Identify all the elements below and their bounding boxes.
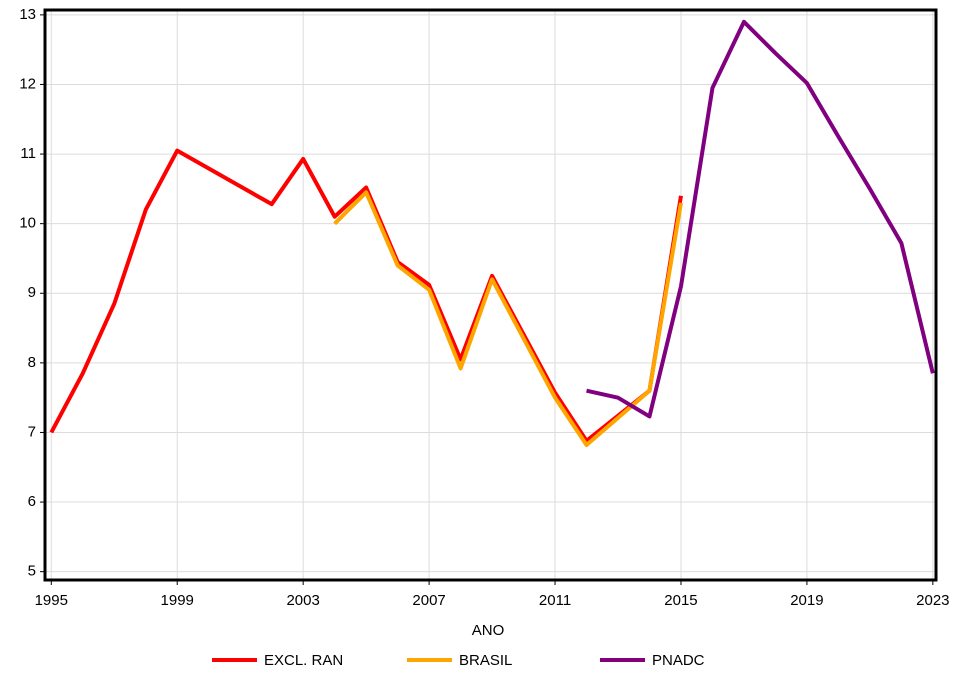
- x-tick-label: 2015: [664, 592, 697, 609]
- y-tick-label: 6: [28, 493, 36, 510]
- y-tick-label: 13: [19, 6, 36, 23]
- x-tick-label: 2003: [286, 592, 319, 609]
- series-line: [333, 190, 683, 447]
- y-tick-label: 9: [28, 284, 36, 301]
- legend-label: PNADC: [652, 652, 705, 669]
- legend-label: BRASIL: [459, 652, 512, 669]
- y-tick-label: 5: [28, 563, 36, 580]
- x-tick-label: 2019: [790, 592, 823, 609]
- legend-label: EXCL. RAN: [264, 652, 343, 669]
- x-tick-label: 1999: [161, 592, 194, 609]
- y-tick-label: 7: [28, 423, 36, 440]
- x-tick-label: 2023: [916, 592, 949, 609]
- y-tick-label: 11: [20, 145, 36, 162]
- y-tick-label: 10: [19, 215, 36, 232]
- x-axis-label: ANO: [472, 622, 505, 639]
- y-tick-label: 8: [28, 354, 36, 371]
- series-line: [49, 148, 683, 443]
- x-tick-label: 1995: [35, 592, 68, 609]
- y-tick-label: 12: [19, 75, 36, 92]
- x-tick-label: 2011: [539, 592, 571, 609]
- plot-frame: [43, 8, 938, 582]
- x-tick-label: 2007: [412, 592, 445, 609]
- series-line: [586, 19, 935, 419]
